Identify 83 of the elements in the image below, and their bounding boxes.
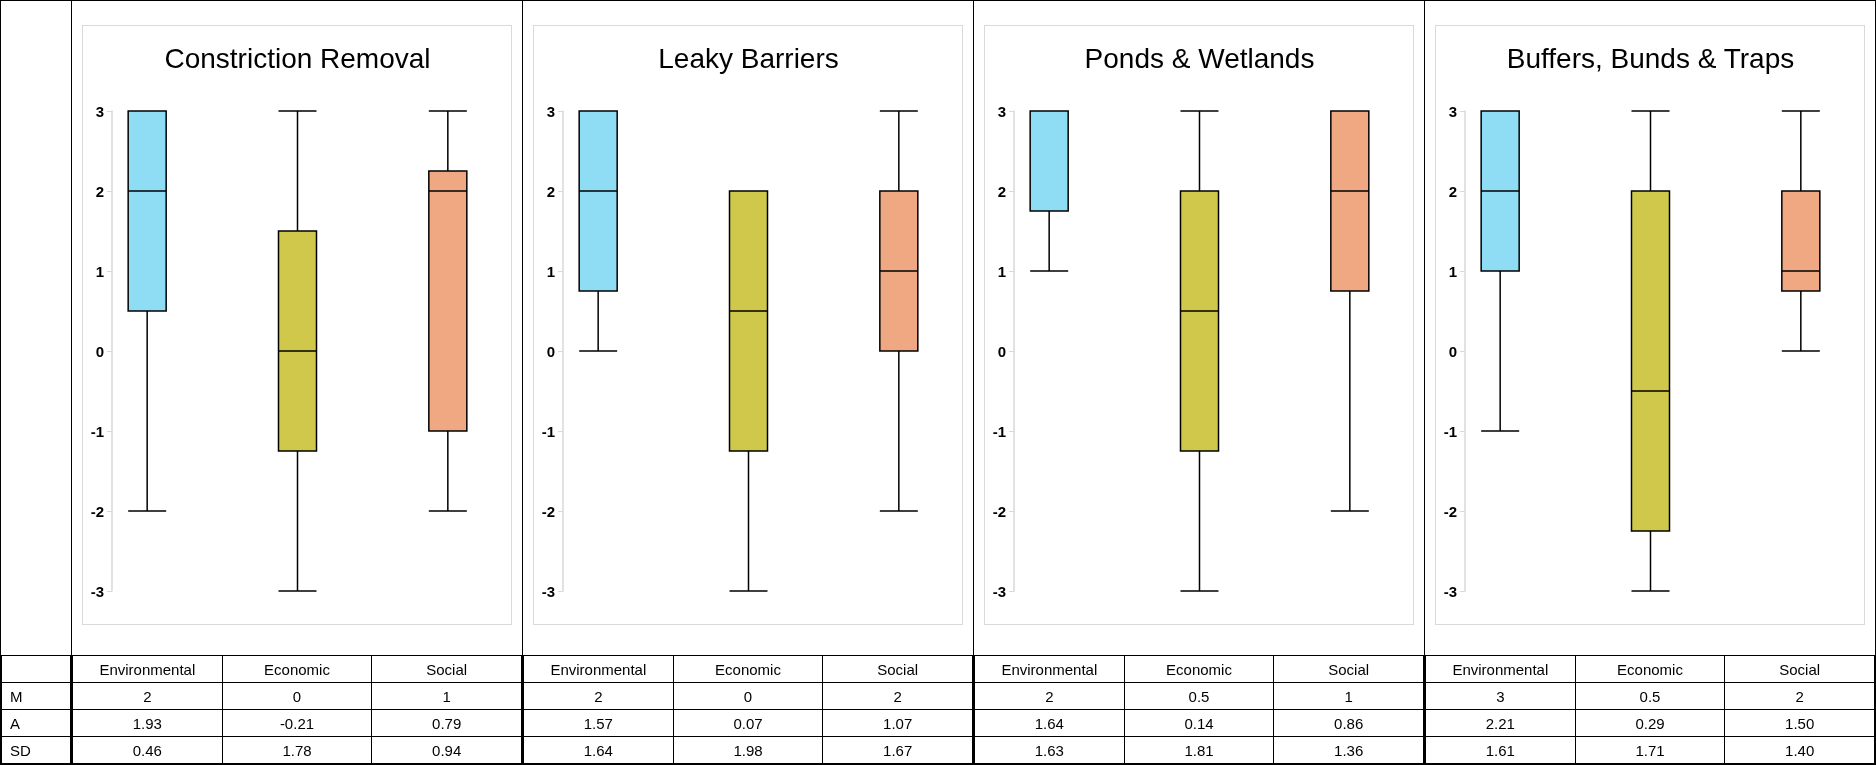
x-tick-label: Environmental	[72, 655, 223, 683]
text: 1.63	[974, 736, 1125, 764]
y-tick-label: -3	[541, 582, 555, 600]
y-tick-label: 1	[95, 262, 104, 280]
y-tick-label: 1	[546, 262, 555, 280]
text: 0.46	[72, 736, 223, 764]
text: 1.93	[72, 709, 223, 737]
text: A	[1, 709, 71, 737]
chart-title: Ponds & Wetlands	[1084, 42, 1315, 74]
y-tick-label: -1	[992, 422, 1006, 440]
y-tick-label: 0	[546, 342, 555, 360]
x-tick-label: Economic	[222, 655, 372, 683]
x-tick-label: Economic	[673, 655, 823, 683]
y-tick-label: 0	[997, 342, 1006, 360]
text: 1.57	[523, 709, 674, 737]
text: M	[1, 682, 71, 710]
y-tick-label: 3	[546, 102, 555, 120]
y-tick-label: -1	[541, 422, 555, 440]
y-tick-label: 3	[95, 102, 104, 120]
text: 0.14	[1124, 709, 1274, 737]
y-tick-label: -3	[992, 582, 1006, 600]
text: 1.98	[673, 736, 823, 764]
y-tick-label: -1	[1443, 422, 1457, 440]
y-tick-label: -2	[541, 502, 555, 520]
x-tick-label: Social	[822, 655, 973, 683]
text: 0.5	[1124, 682, 1274, 710]
text: 1.81	[1124, 736, 1274, 764]
text: 0.5	[1575, 682, 1725, 710]
x-tick-label: Environmental	[1425, 655, 1576, 683]
y-tick-label: -2	[90, 502, 104, 520]
text: 1.40	[1724, 736, 1875, 764]
y-tick-label: 1	[1448, 262, 1457, 280]
x-tick-label: Social	[1724, 655, 1875, 683]
x-tick-label: Economic	[1124, 655, 1274, 683]
x-tick-label: Environmental	[523, 655, 674, 683]
y-tick-label: -3	[1443, 582, 1457, 600]
text: 2	[72, 682, 223, 710]
text: 0	[222, 682, 372, 710]
y-tick-label: 0	[1448, 342, 1457, 360]
text: 1.36	[1273, 736, 1424, 764]
y-tick-label: 2	[1448, 182, 1457, 200]
y-tick-label: 2	[546, 182, 555, 200]
text: 0.79	[371, 709, 522, 737]
text: 2	[523, 682, 674, 710]
text: 1	[371, 682, 522, 710]
y-tick-label: 2	[997, 182, 1006, 200]
text: 0.94	[371, 736, 522, 764]
text: 1.61	[1425, 736, 1576, 764]
y-tick-label: 3	[997, 102, 1006, 120]
x-tick-label: Social	[1273, 655, 1424, 683]
text: SD	[1, 736, 71, 764]
text: 0.07	[673, 709, 823, 737]
y-tick-label: 2	[95, 182, 104, 200]
text: 2	[1724, 682, 1875, 710]
y-tick-label: -2	[992, 502, 1006, 520]
chart-title: Constriction Removal	[164, 42, 431, 74]
text: 1.50	[1724, 709, 1875, 737]
text: 0.29	[1575, 709, 1725, 737]
text: 1	[1273, 682, 1424, 710]
text: 0.86	[1273, 709, 1424, 737]
text: -0.21	[222, 709, 372, 737]
text: 1.71	[1575, 736, 1725, 764]
text: 3	[1425, 682, 1576, 710]
y-tick-label: 0	[95, 342, 104, 360]
y-tick-label: 3	[1448, 102, 1457, 120]
chart-title: Leaky Barriers	[658, 42, 839, 74]
text: 1.64	[974, 709, 1125, 737]
y-tick-label: -2	[1443, 502, 1457, 520]
chart-title: Buffers, Bunds & Traps	[1506, 42, 1795, 74]
y-tick-label: 1	[997, 262, 1006, 280]
text: 2.21	[1425, 709, 1576, 737]
text: 0	[673, 682, 823, 710]
text: 2	[822, 682, 973, 710]
x-tick-label: Social	[371, 655, 522, 683]
text: 1.64	[523, 736, 674, 764]
y-tick-label: -1	[90, 422, 104, 440]
text: 1.78	[222, 736, 372, 764]
text: 1.07	[822, 709, 973, 737]
text: 1.67	[822, 736, 973, 764]
y-tick-label: -3	[90, 582, 104, 600]
x-tick-label: Environmental	[974, 655, 1125, 683]
x-tick-label: Economic	[1575, 655, 1725, 683]
text: 2	[974, 682, 1125, 710]
